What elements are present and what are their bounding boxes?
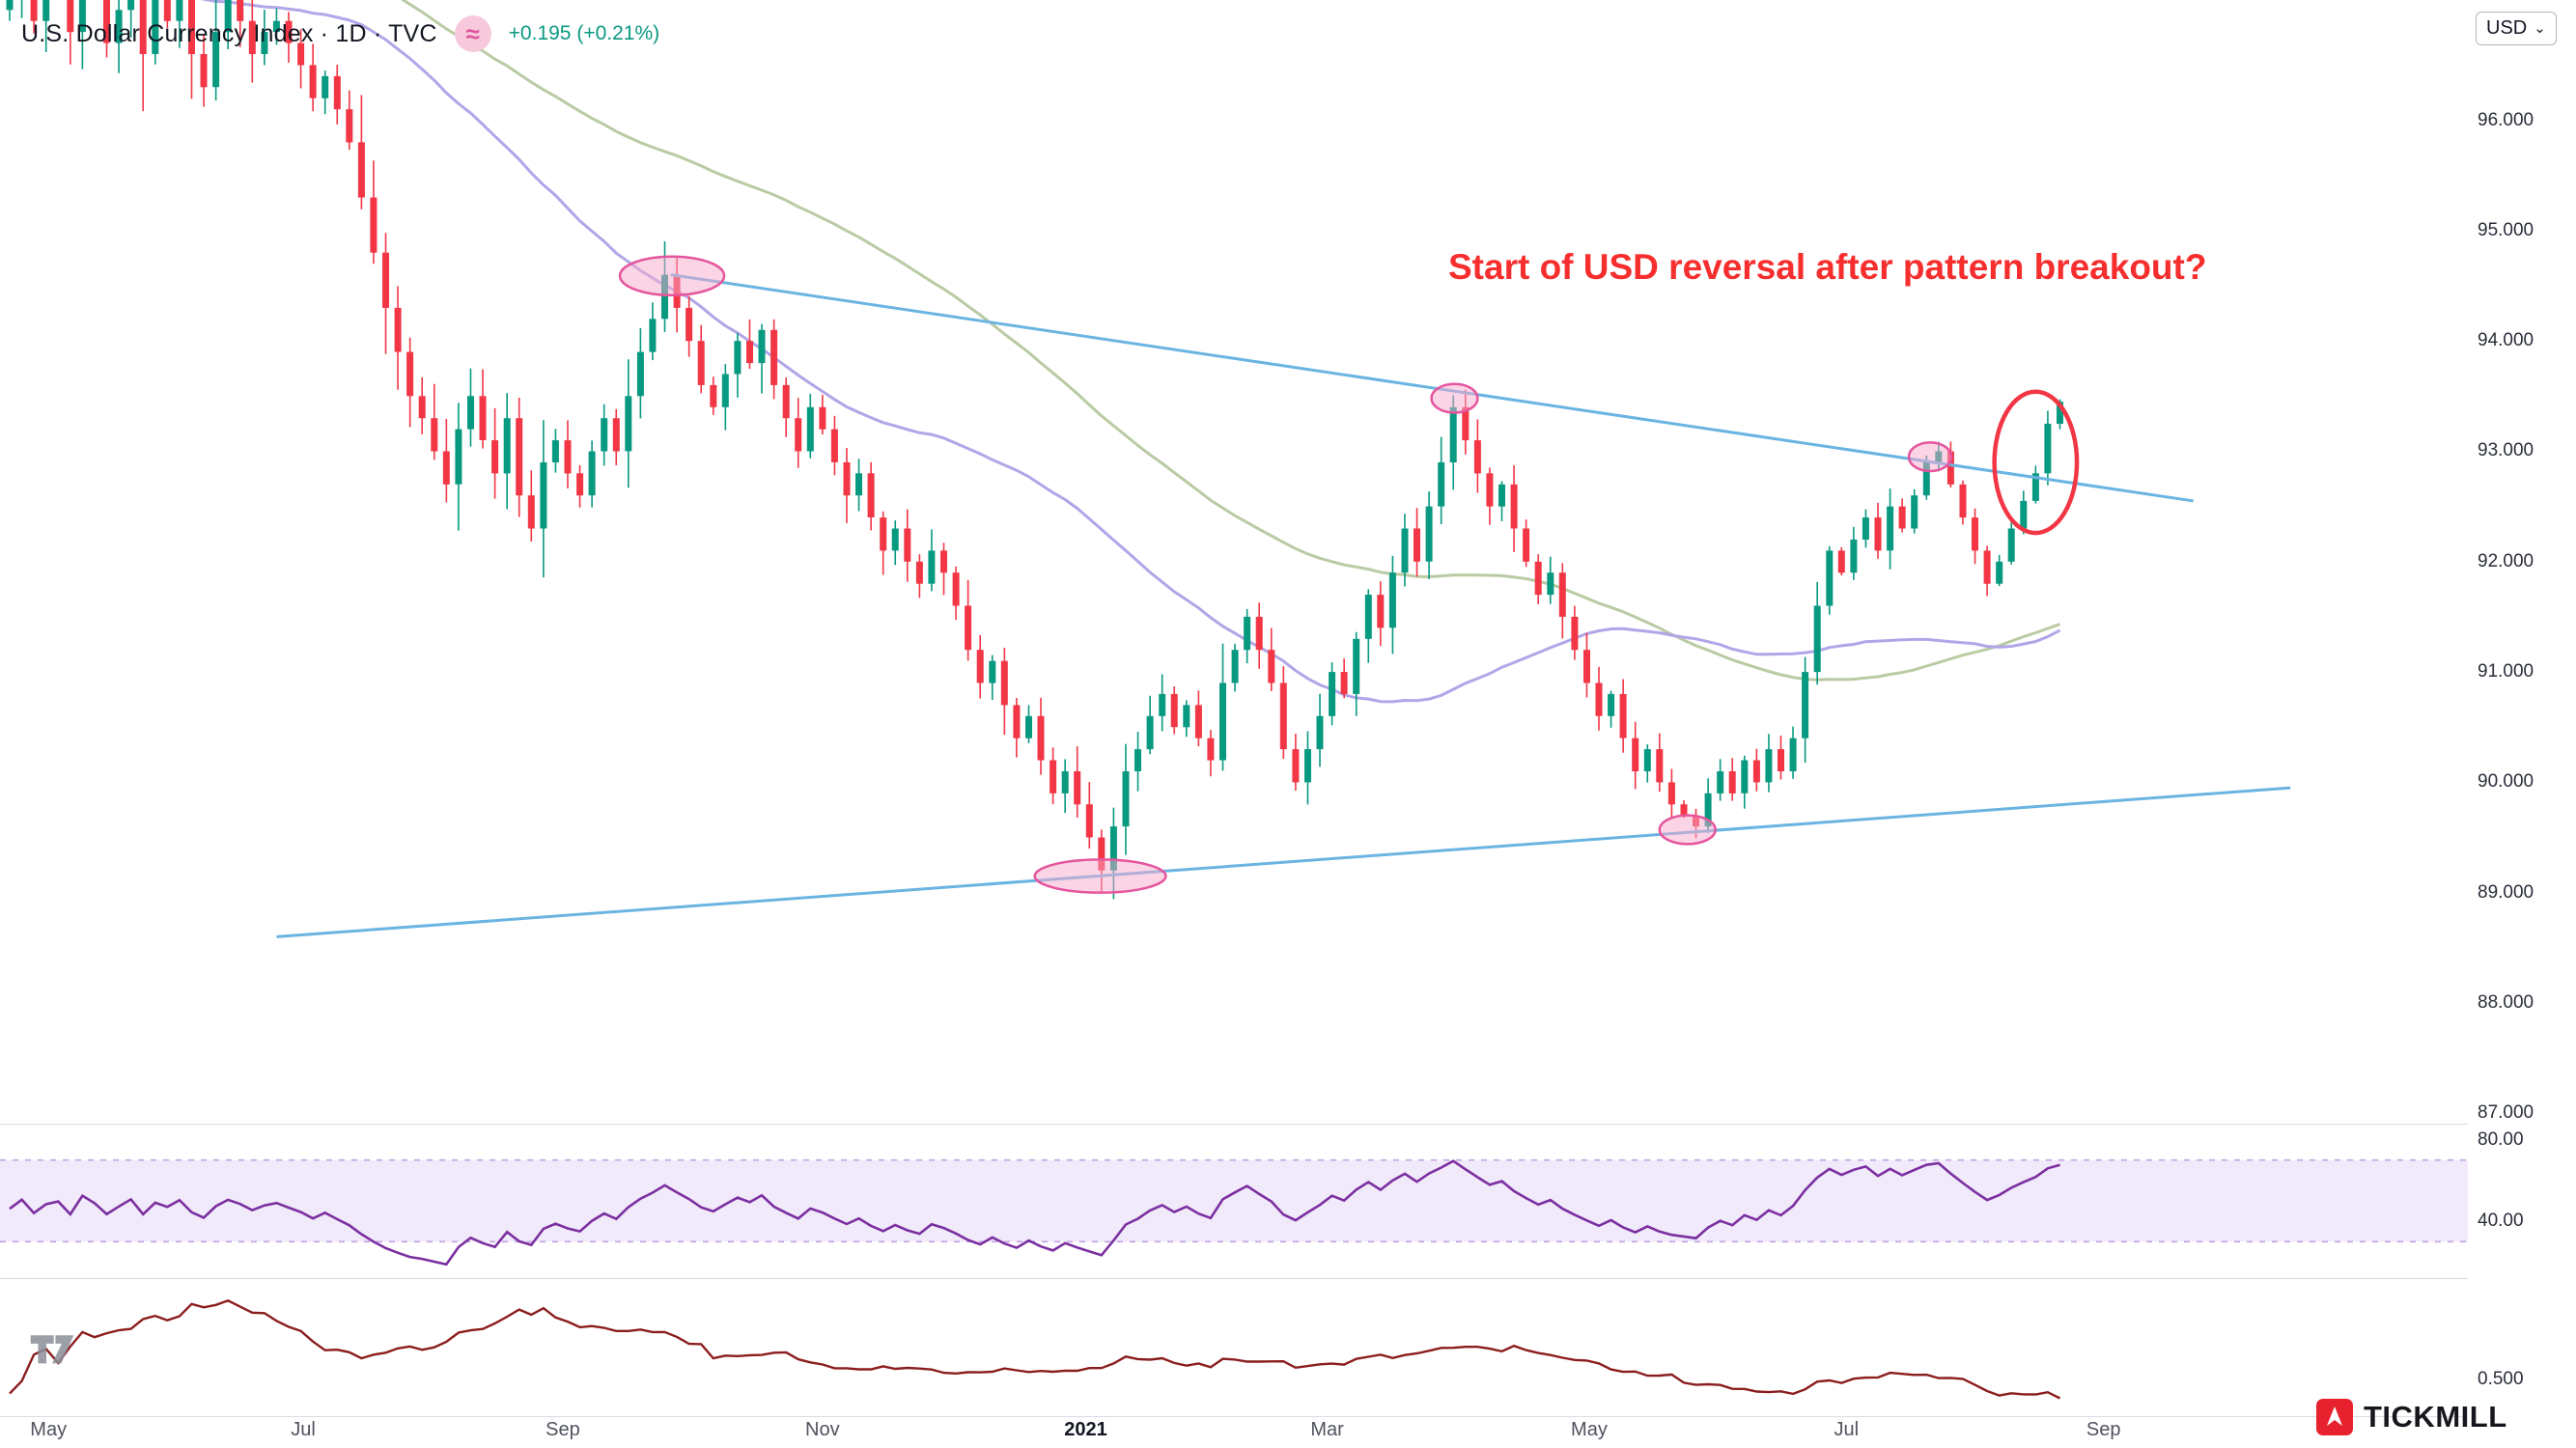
time-axis-label: Mar — [1310, 1419, 1344, 1440]
annotation-text[interactable]: Start of USD reversal after pattern brea… — [1448, 247, 2207, 287]
time-axis-label: Sep — [546, 1419, 580, 1440]
currency-selector-label: USD — [2486, 17, 2528, 39]
trendline[interactable] — [276, 786, 2291, 938]
tickmill-wordmark: TICKMILL — [2364, 1400, 2507, 1434]
price-axis-label: 96.000 — [2478, 109, 2534, 130]
pivot-ellipse[interactable] — [1907, 441, 1953, 473]
price-axis-label: 94.000 — [2478, 330, 2534, 351]
price-axis-label: 92.000 — [2478, 550, 2534, 571]
price-axis-label: 88.000 — [2478, 991, 2534, 1013]
price-axis-label: 93.000 — [2478, 440, 2534, 461]
time-axis-label: May — [1571, 1419, 1608, 1440]
atr-line — [9, 1298, 2061, 1400]
pivot-ellipse[interactable] — [618, 255, 726, 297]
pane-separator[interactable] — [0, 1124, 2576, 1125]
rsi-line — [9, 1159, 2060, 1267]
currency-selector-button[interactable]: USD ⌄ — [2476, 12, 2557, 45]
time-axis-label: May — [30, 1419, 68, 1440]
rsi-pane[interactable] — [0, 1158, 2468, 1267]
ma-slow-line — [401, 0, 2060, 682]
tickmill-icon — [2316, 1399, 2353, 1435]
ma-fast-line — [201, 0, 2061, 704]
main-price-pane[interactable] — [6, 0, 2291, 938]
atr-pane[interactable] — [9, 1298, 2061, 1400]
rsi-axis-label: 80.00 — [2478, 1128, 2524, 1150]
atr-axis-label: 0.500 — [2478, 1368, 2524, 1389]
time-axis[interactable]: May Jul Sep Nov 2021 Mar May Jul Sep — [0, 1417, 2468, 1448]
pane-separator[interactable] — [0, 1278, 2576, 1279]
data-mode-icon[interactable]: ≈ — [454, 15, 491, 52]
price-axis-label: 95.000 — [2478, 219, 2534, 240]
time-axis-label: Nov — [805, 1419, 840, 1440]
pivot-ellipse[interactable] — [1658, 814, 1717, 846]
candlestick-series — [6, 0, 2063, 900]
price-axis-label: 90.000 — [2478, 771, 2534, 793]
price-axis[interactable]: USD ⌄ 96.000 95.000 94.000 93.000 92.000 91.0… — [2468, 0, 2576, 1448]
chevron-down-icon: ⌄ — [2534, 19, 2546, 37]
time-axis-label: Sep — [2086, 1419, 2121, 1440]
highlight-circle[interactable] — [1992, 389, 2080, 536]
pivot-ellipse[interactable] — [1430, 382, 1479, 414]
time-axis-border — [0, 1416, 2576, 1417]
price-axis-label: 91.000 — [2478, 661, 2534, 682]
price-change: +0.195 (+0.21%) — [508, 22, 660, 44]
chart-canvas[interactable] — [0, 0, 2468, 1448]
symbol-title[interactable]: U.S. Dollar Currency Index · 1D · TVC — [21, 19, 437, 47]
tickmill-logo: TICKMILL — [2315, 1398, 2507, 1436]
time-axis-label: Jul — [1834, 1419, 1860, 1440]
symbol-legend: U.S. Dollar Currency Index · 1D · TVC ≈ … — [21, 15, 659, 52]
tradingview-logo-icon[interactable] — [29, 1330, 75, 1372]
price-axis-label: 87.000 — [2478, 1102, 2534, 1124]
pivot-ellipse[interactable] — [1033, 858, 1167, 894]
price-axis-label: 89.000 — [2478, 881, 2534, 903]
trendline[interactable] — [670, 273, 2194, 503]
time-axis-label: 2021 — [1064, 1419, 1107, 1440]
rsi-axis-label: 40.00 — [2478, 1211, 2524, 1232]
time-axis-label: Jul — [291, 1419, 316, 1440]
